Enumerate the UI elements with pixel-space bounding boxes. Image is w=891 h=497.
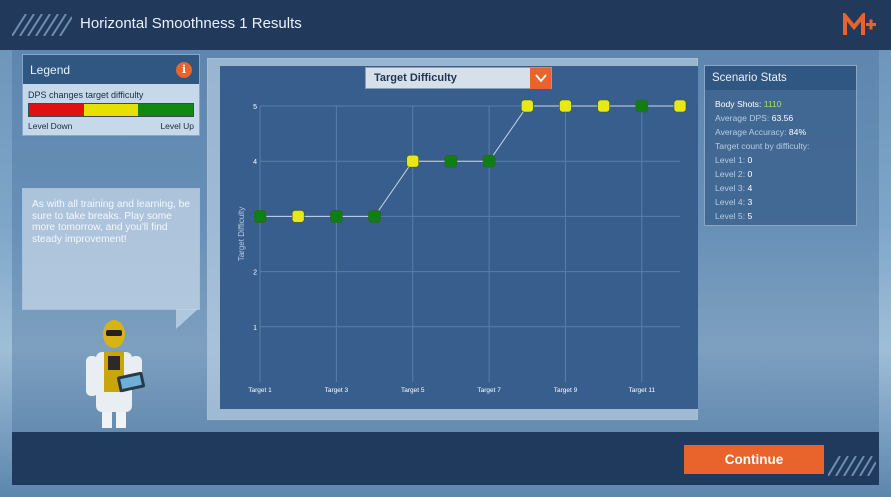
y-tick-label: 4 bbox=[253, 159, 257, 166]
tip-bubble-tail bbox=[176, 309, 198, 329]
data-point-8 bbox=[520, 99, 534, 113]
legend-red-segment bbox=[29, 104, 84, 116]
y-tick-label: 5 bbox=[253, 104, 257, 111]
chart-metric-dropdown[interactable]: Target Difficulty bbox=[365, 67, 552, 89]
tip-bubble: As with all training and learning, be su… bbox=[22, 188, 200, 310]
robot-scientist-icon bbox=[86, 320, 146, 428]
data-point-6 bbox=[444, 154, 458, 168]
decorative-stripes-icon bbox=[12, 14, 72, 36]
data-point-10 bbox=[597, 99, 610, 113]
data-point-12 bbox=[673, 99, 687, 113]
data-point-7 bbox=[482, 154, 496, 168]
y-axis-label: Target Difficulty bbox=[237, 207, 246, 262]
legend-description: DPS changes target difficulty bbox=[28, 90, 144, 100]
data-point-11 bbox=[635, 99, 649, 113]
y-tick-label: 2 bbox=[253, 270, 257, 277]
data-point-3 bbox=[330, 210, 343, 223]
x-tick-label: Target 3 bbox=[325, 387, 349, 394]
x-tick-label: Target 11 bbox=[629, 387, 656, 394]
page-title: Horizontal Smoothness 1 Results bbox=[80, 15, 302, 32]
legend-yellow-segment bbox=[83, 104, 139, 116]
scenario-stats-panel: Scenario Stats Body Shots: 1110 Average … bbox=[704, 65, 857, 226]
legend-color-bar bbox=[28, 103, 194, 117]
stat-body-shots: Body Shots: 1110 bbox=[715, 99, 782, 109]
x-tick-label: Target 7 bbox=[477, 387, 501, 394]
legend-level-down: Level Down bbox=[28, 121, 73, 131]
series-line bbox=[260, 105, 680, 217]
mplus-logo-icon bbox=[843, 13, 876, 35]
stat-level-2: Level 2: 0 bbox=[715, 169, 753, 179]
stat-level-5: Level 5: 5 bbox=[715, 211, 753, 221]
x-tick-label: Target 1 bbox=[248, 387, 272, 394]
data-point-9 bbox=[559, 99, 572, 113]
legend-header: Legend i bbox=[23, 55, 199, 84]
data-point-1 bbox=[253, 210, 267, 223]
info-icon[interactable]: i bbox=[176, 61, 192, 78]
stat-target-count-label: Target count by difficulty: bbox=[715, 141, 810, 151]
stat-average-dps: Average DPS: 63.56 bbox=[715, 113, 794, 123]
tip-text: As with all training and learning, be su… bbox=[32, 199, 191, 245]
continue-button[interactable]: Continue bbox=[684, 445, 824, 474]
stats-title: Scenario Stats bbox=[705, 66, 856, 90]
stat-level-3: Level 3: 4 bbox=[715, 183, 753, 193]
dropdown-selected-label: Target Difficulty bbox=[374, 72, 457, 84]
title-bar: Horizontal Smoothness 1 Results bbox=[0, 0, 891, 50]
legend-title: Legend bbox=[30, 62, 71, 77]
chevron-down-icon[interactable] bbox=[530, 67, 551, 89]
chart-area bbox=[220, 66, 698, 409]
y-tick-label: 1 bbox=[253, 325, 257, 332]
decorative-stripes-icon bbox=[828, 456, 876, 476]
x-tick-label: Target 5 bbox=[401, 387, 425, 394]
legend-level-up: Level Up bbox=[160, 121, 194, 131]
data-point-5 bbox=[406, 154, 420, 168]
legend-panel: Legend i DPS changes target difficulty L… bbox=[22, 54, 200, 136]
data-point-2 bbox=[291, 210, 305, 223]
stat-average-accuracy: Average Accuracy: 84% bbox=[715, 127, 807, 137]
stat-level-4: Level 4: 3 bbox=[715, 197, 753, 207]
x-tick-label: Target 9 bbox=[554, 387, 578, 394]
data-point-4 bbox=[368, 210, 381, 223]
legend-green-segment bbox=[138, 104, 194, 116]
stat-level-1: Level 1: 0 bbox=[715, 155, 753, 165]
